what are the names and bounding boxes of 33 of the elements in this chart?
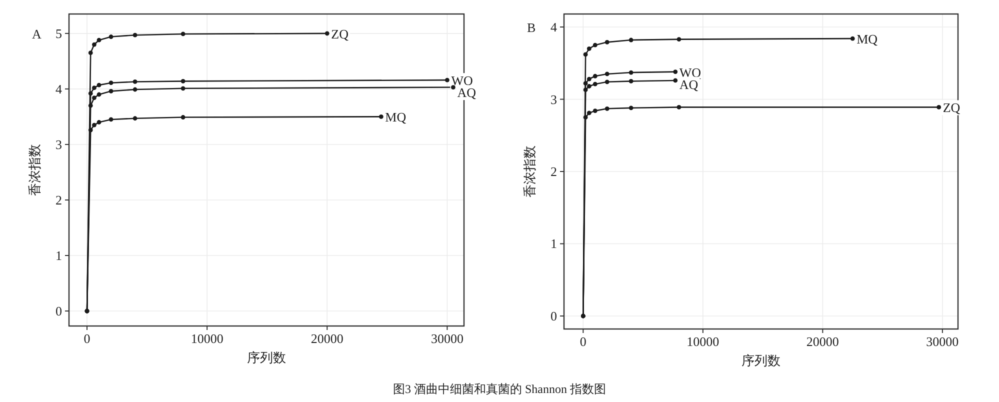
x-axis-title: 序列数 <box>742 353 780 368</box>
y-axis-title: 香浓指数 <box>522 146 537 198</box>
y-tick-label: 0 <box>550 308 557 324</box>
x-tick-label: 0 <box>84 331 90 346</box>
y-tick-label: 4 <box>56 81 62 96</box>
series-label: AQ <box>679 76 699 92</box>
y-tick-label: 1 <box>550 236 557 252</box>
y-tick-label: 3 <box>550 92 557 107</box>
series-label: ZQ <box>331 26 350 42</box>
series-label: MQ <box>385 110 407 125</box>
y-tick-label: 4 <box>550 20 558 35</box>
x-tick-label: 20000 <box>806 334 839 349</box>
series-label: AQ <box>457 85 477 100</box>
series-label: ZQ <box>942 100 961 116</box>
y-tick-label: 2 <box>550 164 557 179</box>
x-tick-label: 10000 <box>190 331 224 346</box>
y-tick-label: 5 <box>56 26 62 41</box>
series-label: WQ <box>679 64 702 80</box>
x-tick-label: 30000 <box>430 331 464 346</box>
y-tick-label: 3 <box>56 136 62 152</box>
x-tick-label: 20000 <box>310 331 344 346</box>
y-axis-title: 香浓指数 <box>27 144 42 196</box>
y-tick-label: 2 <box>56 192 62 208</box>
y-tick-label: 1 <box>56 248 62 263</box>
x-tick-label: 0 <box>580 334 586 349</box>
text: B <box>527 20 536 36</box>
x-axis-title: 序列数 <box>247 350 286 365</box>
caption: 图3 酒曲中细菌和真菌的 Shannon 指数图 <box>393 382 606 396</box>
y-tick-label: 0 <box>56 304 62 319</box>
x-tick-label: 30000 <box>926 334 959 349</box>
text: A <box>32 26 42 42</box>
series-label: MQ <box>856 32 878 47</box>
x-tick-label: 10000 <box>686 334 720 349</box>
